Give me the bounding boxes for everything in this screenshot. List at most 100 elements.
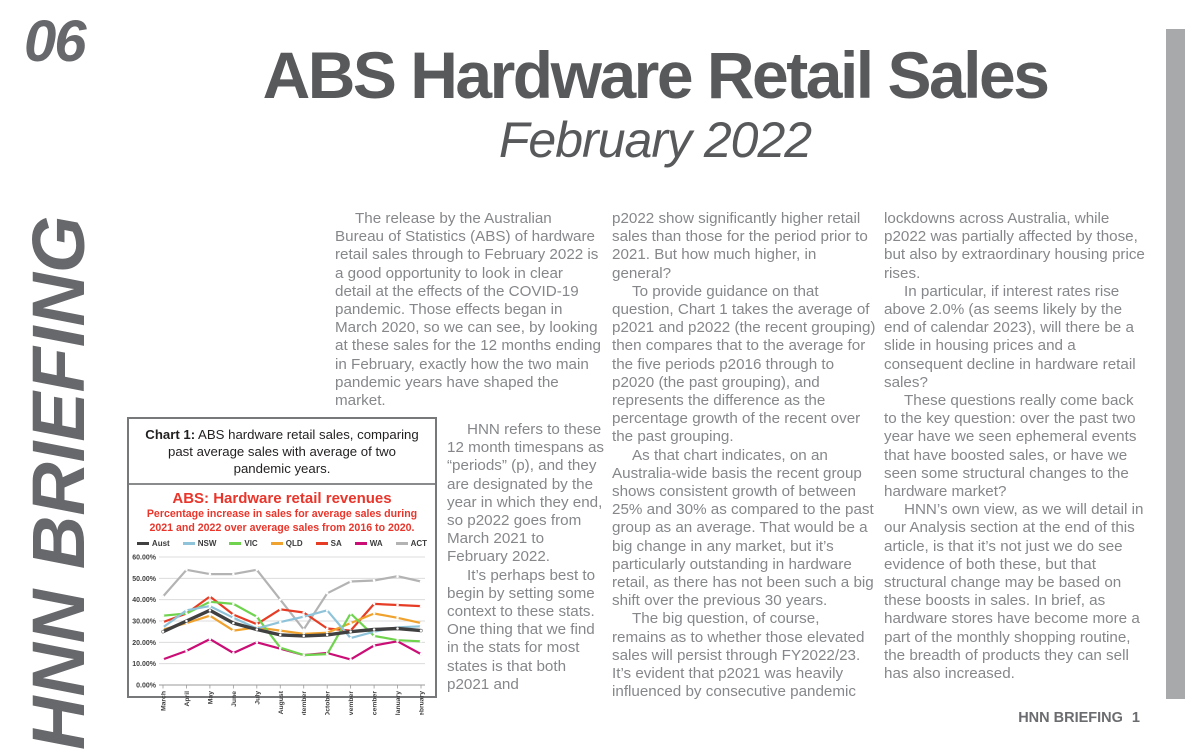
paragraph: HNN’s own view, as we will detail in our… (884, 501, 1144, 683)
point-marker (372, 628, 376, 631)
point-marker (255, 622, 259, 626)
footer-brand: HNN BRIEFING (1018, 710, 1123, 726)
point-marker (349, 621, 352, 625)
legend-label: Aust (151, 538, 170, 548)
chart-1-box: Chart 1: ABS hardware retail sales, comp… (127, 417, 437, 715)
point-marker (325, 609, 329, 612)
legend-marker (229, 542, 242, 545)
point-marker (232, 602, 235, 606)
point-marker (208, 572, 212, 576)
point-marker (279, 598, 282, 601)
y-axis-tick-label: 30.00% (132, 618, 157, 625)
legend-label: NSW (197, 538, 217, 548)
column-2: p2022 show significantly higher retail s… (612, 210, 876, 701)
point-marker (349, 612, 352, 615)
point-marker (372, 602, 376, 606)
point-marker (185, 619, 188, 623)
paragraph: These questions really come back to the … (884, 392, 1137, 501)
x-axis-tick-label: June (231, 691, 238, 707)
point-marker (349, 636, 352, 640)
chart-subtitle: Percentage increase in sales for average… (146, 508, 418, 534)
paragraph: In particular, if interest rates rise ab… (884, 282, 1136, 391)
point-marker (232, 613, 235, 616)
y-axis-tick-label: 0.00% (136, 682, 157, 689)
point-marker (419, 639, 423, 643)
point-marker (302, 615, 305, 618)
point-marker (419, 625, 423, 628)
point-marker (161, 620, 165, 624)
chart-legend: Aust NSW VIC QLD SA WA ACT (129, 539, 435, 548)
point-marker (349, 658, 352, 661)
x-axis-tick-label: December (372, 691, 379, 715)
paragraph: HNN refers to these 12 month timespans a… (447, 421, 605, 566)
legend-item-NSW: NSW (182, 538, 217, 548)
point-marker (208, 614, 212, 617)
series-SA (161, 595, 423, 632)
point-marker (208, 609, 212, 612)
page-header: ABS Hardware Retail Sales February 2022 (225, 41, 1085, 169)
page-subtitle: February 2022 (498, 112, 812, 169)
x-axis-tick-label: September (301, 691, 308, 715)
point-marker (185, 568, 188, 571)
chart-caption: Chart 1: ABS hardware retail sales, comp… (129, 419, 435, 486)
legend-label: QLD (285, 538, 303, 548)
legend-label: SA (330, 538, 342, 548)
point-marker (161, 626, 165, 629)
x-axis-tick-label: May (207, 691, 214, 704)
point-marker (279, 633, 282, 637)
legend-label: WA (369, 538, 383, 548)
point-marker (232, 621, 235, 625)
point-marker (185, 649, 188, 653)
column-1-top: The release by the Australian Bureau of … (335, 210, 603, 410)
x-axis-tick-label: November (348, 691, 355, 715)
column-3: lockdowns across Australia, while p2022 … (884, 210, 1148, 683)
x-axis-tick-label: February (419, 691, 426, 715)
right-edge-bar (1166, 29, 1185, 699)
legend-marker (136, 542, 149, 545)
point-marker (302, 628, 305, 631)
series-VIC (161, 600, 423, 657)
point-marker (419, 604, 423, 608)
x-axis-tick-label: October (325, 691, 332, 715)
x-axis-tick-label: August (278, 690, 285, 714)
y-axis-tick-label: 50.00% (132, 576, 157, 583)
legend-item-WA: WA (354, 538, 383, 548)
point-marker (161, 630, 165, 633)
point-marker (349, 580, 352, 583)
legend-marker (395, 542, 408, 545)
point-marker (232, 629, 235, 632)
chart-caption-label: Chart 1: (145, 427, 196, 442)
point-marker (372, 579, 376, 582)
point-marker (279, 629, 282, 632)
point-marker (208, 604, 212, 608)
point-marker (185, 609, 188, 612)
chart-title: ABS: Hardware retail revenues (172, 490, 392, 508)
point-marker (396, 574, 399, 578)
column-1-narrow: HNN refers to these 12 month timespans a… (447, 421, 605, 694)
brand-vertical-text: HNN BRIEFING (17, 215, 100, 750)
legend-marker (315, 542, 328, 545)
legend-item-ACT: ACT (395, 538, 428, 548)
point-marker (208, 595, 212, 598)
point-marker (232, 572, 235, 576)
footer-page-number: 1 (1131, 710, 1140, 726)
y-axis-tick-label: 20.00% (132, 640, 157, 647)
point-marker (185, 612, 188, 615)
point-marker (279, 646, 282, 649)
y-axis-tick-label: 40.00% (132, 597, 157, 604)
point-marker (302, 653, 305, 657)
series-QLD (161, 612, 423, 635)
issue-number: 06 (24, 9, 86, 74)
point-marker (302, 634, 305, 638)
point-marker (279, 607, 282, 611)
legend-item-SA: SA (315, 538, 342, 548)
point-marker (325, 652, 329, 656)
legend-label: ACT (410, 538, 428, 548)
chart-caption-text: ABS hardware retail sales, comparing pas… (168, 427, 419, 477)
paragraph: p2022 show significantly higher retail s… (612, 210, 868, 282)
point-marker (208, 600, 212, 603)
point-marker (372, 634, 376, 638)
legend-marker (354, 542, 367, 545)
point-marker (396, 627, 399, 630)
y-axis-tick-label: 10.00% (132, 661, 157, 668)
